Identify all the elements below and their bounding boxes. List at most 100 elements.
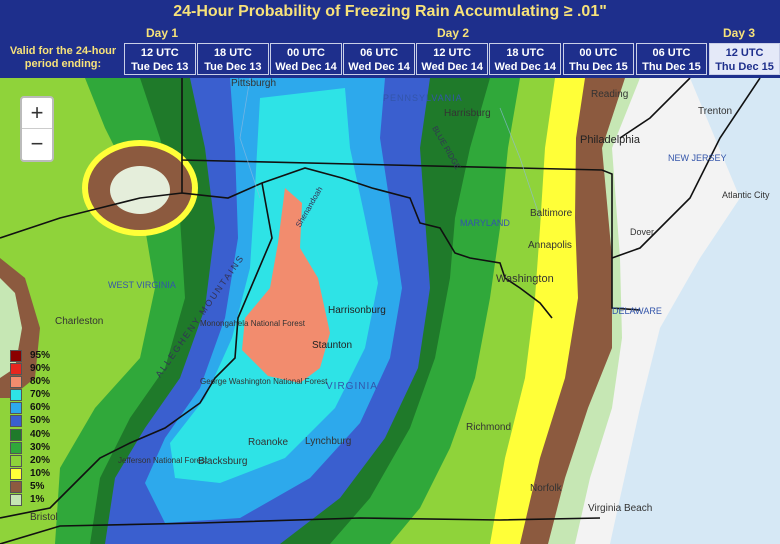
- time-cell-utc: 12 UTC: [433, 47, 472, 59]
- legend-swatch: [10, 389, 22, 402]
- time-cell-date: Tue Dec 13: [204, 61, 262, 73]
- contours: [0, 78, 640, 544]
- time-cell[interactable]: 00 UTC Wed Dec 14: [270, 43, 342, 75]
- time-cell[interactable]: 12 UTC Thu Dec 15: [708, 43, 780, 75]
- legend-entry: 20%: [8, 454, 60, 467]
- label-jefferson-forest: Jefferson National Forest: [118, 456, 208, 465]
- time-cell-date: Thu Dec 15: [569, 61, 628, 73]
- legend-swatch: [10, 494, 22, 507]
- zoom-in-button[interactable]: +: [22, 98, 52, 129]
- legend-swatch: [10, 415, 22, 428]
- time-cell-date: Wed Dec 14: [348, 61, 410, 73]
- label-richmond: Richmond: [466, 422, 511, 433]
- label-washington: Washington: [496, 273, 554, 285]
- label-trenton: Trenton: [698, 106, 732, 117]
- time-cell-date: Tue Dec 13: [131, 61, 189, 73]
- time-cell-utc: 00 UTC: [579, 47, 618, 59]
- day-3-label: Day 3: [723, 26, 756, 40]
- label-dover: Dover: [630, 227, 654, 237]
- label-lynchburg: Lynchburg: [305, 436, 351, 447]
- legend-entry: 1%: [8, 493, 60, 507]
- rivers: [239, 78, 541, 219]
- legend-entry: 40%: [8, 428, 60, 441]
- legend-entry: 60%: [8, 401, 60, 415]
- zoom-out-button[interactable]: −: [30, 131, 44, 156]
- label-blacksburg: Blacksburg: [198, 456, 247, 467]
- legend-entry: 10%: [8, 467, 60, 480]
- time-cell-utc: 12 UTC: [725, 47, 764, 59]
- legend-label: 20%: [30, 454, 51, 466]
- day-2-label: Day 2: [437, 26, 470, 40]
- time-cell-utc: 18 UTC: [506, 47, 545, 59]
- time-selector: 12 UTC Tue Dec 13 18 UTC Tue Dec 13 00 UTC We…: [124, 43, 780, 77]
- legend-label: 40%: [30, 428, 51, 440]
- time-cell[interactable]: 06 UTC Wed Dec 14: [343, 43, 415, 75]
- time-cell[interactable]: 12 UTC Tue Dec 13: [124, 43, 196, 75]
- label-charleston: Charleston: [55, 316, 103, 327]
- label-harrisburg: Harrisburg: [444, 108, 491, 119]
- time-cell-utc: 18 UTC: [213, 47, 252, 59]
- legend-entry: 5%: [8, 480, 60, 493]
- label-harrisonburg: Harrisonburg: [328, 305, 386, 316]
- time-cell-utc: 12 UTC: [140, 47, 179, 59]
- ocean: [610, 78, 780, 544]
- label-roanoke: Roanoke: [248, 437, 288, 448]
- legend-label: 95%: [30, 350, 51, 361]
- legend-label: 60%: [30, 402, 51, 414]
- time-cell[interactable]: 18 UTC Wed Dec 14: [489, 43, 562, 75]
- time-cell-utc: 00 UTC: [287, 47, 325, 59]
- state-borders: [0, 78, 761, 544]
- label-delaware: DELAWARE: [612, 306, 662, 316]
- legend-label: 30%: [30, 441, 51, 453]
- legend-swatch: [10, 402, 22, 415]
- label-new-jersey: NEW JERSEY: [668, 153, 727, 163]
- time-cell-utc: 06 UTC: [360, 47, 399, 59]
- legend-swatch: [10, 350, 22, 362]
- valid-period-label: Valid for the 24-hour period ending:: [9, 45, 117, 70]
- time-cell[interactable]: 12 UTC Wed Dec 14: [416, 43, 488, 75]
- label-west-virginia: WEST VIRGINIA: [108, 280, 176, 290]
- time-cell[interactable]: 18 UTC Tue Dec 13: [197, 43, 269, 75]
- legend-swatch: [10, 428, 22, 441]
- legend-label: 10%: [30, 467, 51, 479]
- label-philadelphia: Philadelphia: [580, 134, 641, 146]
- label-pennsylvania: PENNSYLVANIA: [383, 93, 463, 103]
- time-cell[interactable]: 06 UTC Thu Dec 15: [635, 43, 708, 75]
- probability-map[interactable]: Pittsburgh PENNSYLVANIA Harrisburg Readi…: [0, 78, 780, 544]
- label-baltimore: Baltimore: [530, 208, 573, 219]
- time-cell-date: Thu Dec 15: [715, 61, 774, 73]
- time-cell-utc: 06 UTC: [652, 47, 691, 59]
- time-cell-date: Wed Dec 14: [494, 61, 557, 73]
- time-cell[interactable]: 00 UTC Thu Dec 15: [562, 43, 635, 75]
- legend-entry: 90%: [8, 362, 60, 376]
- label-pittsburgh: Pittsburgh: [231, 78, 276, 89]
- legend-label: 5%: [30, 480, 45, 492]
- header-bar: 24-Hour Probability of Freezing Rain Acc…: [0, 0, 780, 78]
- legend-label: 80%: [30, 376, 51, 388]
- legend-swatch: [10, 480, 22, 493]
- legend-label: 1%: [30, 494, 45, 506]
- time-cell-date: Wed Dec 14: [421, 61, 483, 73]
- label-atlantic-city: Atlantic City: [722, 190, 770, 200]
- legend-label: 90%: [30, 363, 51, 375]
- legend-swatch: [10, 441, 22, 454]
- legend-label: 70%: [30, 389, 51, 401]
- zoom-control: + −: [20, 96, 54, 162]
- label-george-washington-forest: George Washington National Forest: [200, 377, 328, 386]
- legend-entry: 30%: [8, 441, 60, 454]
- label-virginia-beach: Virginia Beach: [588, 503, 652, 514]
- time-cell-date: Wed Dec 14: [275, 61, 337, 73]
- label-norfolk: Norfolk: [530, 483, 563, 494]
- label-reading: Reading: [591, 89, 628, 100]
- legend-swatch: [10, 467, 22, 480]
- legend-entry: 50%: [8, 414, 60, 428]
- label-monongahela: Monongahela National Forest: [200, 319, 306, 328]
- label-maryland: MARYLAND: [460, 218, 510, 228]
- legend-swatch: [10, 376, 22, 389]
- day-1-label: Day 1: [146, 26, 179, 40]
- legend-swatch: [10, 454, 22, 467]
- time-cell-date: Thu Dec 15: [642, 61, 701, 73]
- legend-swatch: [10, 363, 22, 376]
- label-annapolis: Annapolis: [528, 240, 572, 251]
- probability-legend: 95% 90% 80% 70% 60% 50% 40% 30% 20% 10% 5% 1%: [8, 349, 60, 507]
